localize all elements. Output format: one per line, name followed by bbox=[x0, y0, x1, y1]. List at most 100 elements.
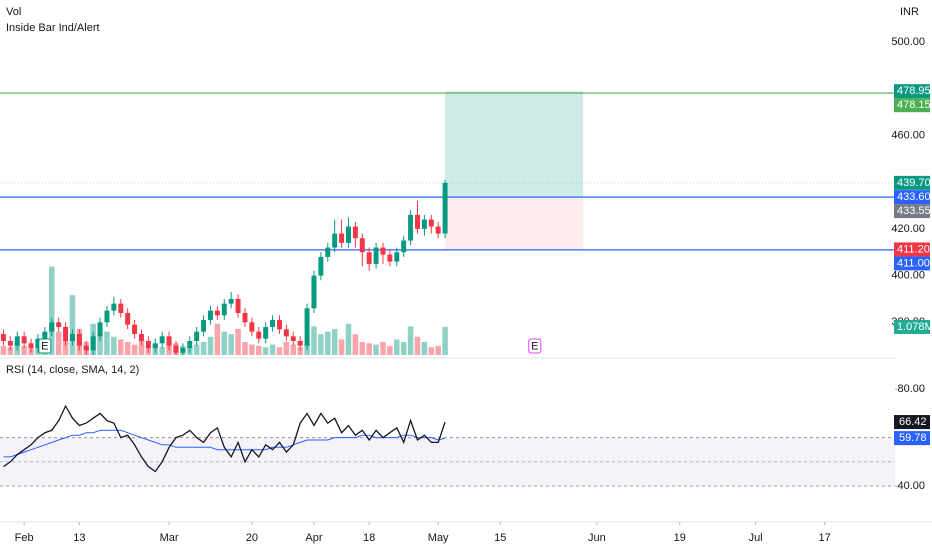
volume-bar bbox=[48, 266, 55, 355]
volume-bar bbox=[283, 341, 290, 355]
candle-body bbox=[228, 298, 234, 304]
candle-body bbox=[97, 322, 103, 337]
x-tick-label: Jun bbox=[588, 532, 606, 544]
volume-bar bbox=[373, 344, 379, 355]
candle-body bbox=[435, 226, 441, 234]
candle-body bbox=[428, 219, 434, 227]
volume-bar bbox=[235, 328, 241, 355]
volume-bar bbox=[331, 328, 338, 355]
candle-body bbox=[145, 340, 151, 348]
candle-body bbox=[125, 312, 131, 325]
x-tick-label: 19 bbox=[674, 532, 686, 544]
x-tick-label: Feb bbox=[15, 532, 34, 544]
candle-body bbox=[394, 252, 400, 262]
candle-body bbox=[442, 182, 448, 234]
volume-bar bbox=[97, 334, 103, 355]
candle-body bbox=[42, 331, 48, 339]
volume-bar bbox=[290, 344, 297, 355]
price-label: 411.20 bbox=[897, 243, 930, 255]
candle-body bbox=[290, 336, 296, 341]
y-tick-label: 460.00 bbox=[891, 129, 925, 141]
x-tick-label: 17 bbox=[818, 532, 830, 544]
volume-bar bbox=[414, 336, 421, 355]
candle-body bbox=[235, 298, 241, 313]
candle-body bbox=[76, 333, 82, 346]
candle-body bbox=[256, 331, 262, 339]
volume-bar bbox=[242, 341, 248, 355]
candle-body bbox=[359, 238, 365, 253]
stop-zone bbox=[445, 197, 584, 250]
volume-bar bbox=[214, 323, 221, 355]
indicator-label: Vol bbox=[6, 6, 21, 18]
volume-bar bbox=[352, 334, 359, 355]
y-tick-label: 400.00 bbox=[891, 269, 925, 281]
candle-body bbox=[132, 324, 138, 334]
candle-body bbox=[28, 343, 34, 348]
candle-body bbox=[408, 214, 414, 241]
volume-bar bbox=[221, 331, 228, 355]
volume-bar bbox=[262, 347, 269, 355]
candle-body bbox=[49, 322, 55, 332]
volume-bar bbox=[249, 344, 255, 355]
candle-body bbox=[249, 322, 255, 332]
candle-body bbox=[111, 303, 117, 311]
y-tick-label: 500.00 bbox=[891, 36, 925, 48]
candle-body bbox=[7, 340, 13, 346]
volume-label-bg bbox=[894, 319, 930, 334]
event-label: E bbox=[41, 340, 48, 352]
target-zone bbox=[445, 91, 584, 198]
volume-bar bbox=[0, 345, 7, 355]
candle-body bbox=[194, 331, 200, 341]
volume-bar bbox=[111, 336, 117, 355]
volume-bar bbox=[421, 341, 428, 355]
candle-body bbox=[173, 345, 179, 353]
volume-bar bbox=[138, 339, 145, 355]
volume-bar bbox=[69, 295, 76, 355]
candle-body bbox=[366, 252, 372, 264]
rsi-label-bg bbox=[894, 431, 930, 446]
volume-bar bbox=[159, 347, 165, 355]
candle-body bbox=[166, 336, 172, 346]
x-tick-label: May bbox=[428, 532, 449, 544]
candle-body bbox=[104, 310, 110, 323]
candle-body bbox=[311, 275, 317, 309]
price-label-bg bbox=[894, 175, 930, 190]
rsi-label-bg bbox=[894, 415, 930, 430]
price-label-bg bbox=[894, 190, 930, 205]
volume-bar bbox=[7, 347, 14, 355]
volume-bar bbox=[407, 326, 414, 355]
candle-body bbox=[318, 256, 324, 276]
candle-body bbox=[401, 240, 407, 253]
candle-body bbox=[152, 343, 158, 348]
candle-body bbox=[339, 233, 345, 243]
price-label: 478.15 bbox=[897, 99, 931, 111]
candle-body bbox=[297, 340, 303, 346]
volume-bar bbox=[117, 339, 124, 355]
candle-body bbox=[414, 214, 420, 229]
volume-bar bbox=[359, 341, 366, 355]
volume-bar bbox=[366, 343, 372, 355]
x-tick-label: 13 bbox=[73, 532, 85, 544]
x-tick-label: 15 bbox=[494, 532, 506, 544]
candle-body bbox=[421, 219, 427, 229]
volume-bar bbox=[21, 345, 27, 355]
rsi-label: 66.42 bbox=[899, 416, 927, 428]
candle-body bbox=[180, 347, 186, 353]
x-tick-label: Mar bbox=[160, 532, 179, 544]
candle-body bbox=[270, 319, 276, 327]
candle-body bbox=[304, 308, 310, 346]
candle-body bbox=[387, 254, 393, 262]
candle-body bbox=[207, 310, 213, 320]
candle-body bbox=[332, 233, 338, 248]
volume-bar bbox=[104, 331, 110, 355]
price-label-bg bbox=[894, 84, 930, 99]
volume-bar bbox=[124, 341, 131, 355]
candle-body bbox=[14, 336, 20, 346]
indicator-label: Inside Bar Ind/Alert bbox=[6, 22, 100, 34]
volume-bar bbox=[207, 336, 214, 355]
event-marker bbox=[528, 338, 542, 354]
price-label: 478.95 bbox=[897, 85, 931, 97]
volume-bar bbox=[228, 334, 234, 355]
